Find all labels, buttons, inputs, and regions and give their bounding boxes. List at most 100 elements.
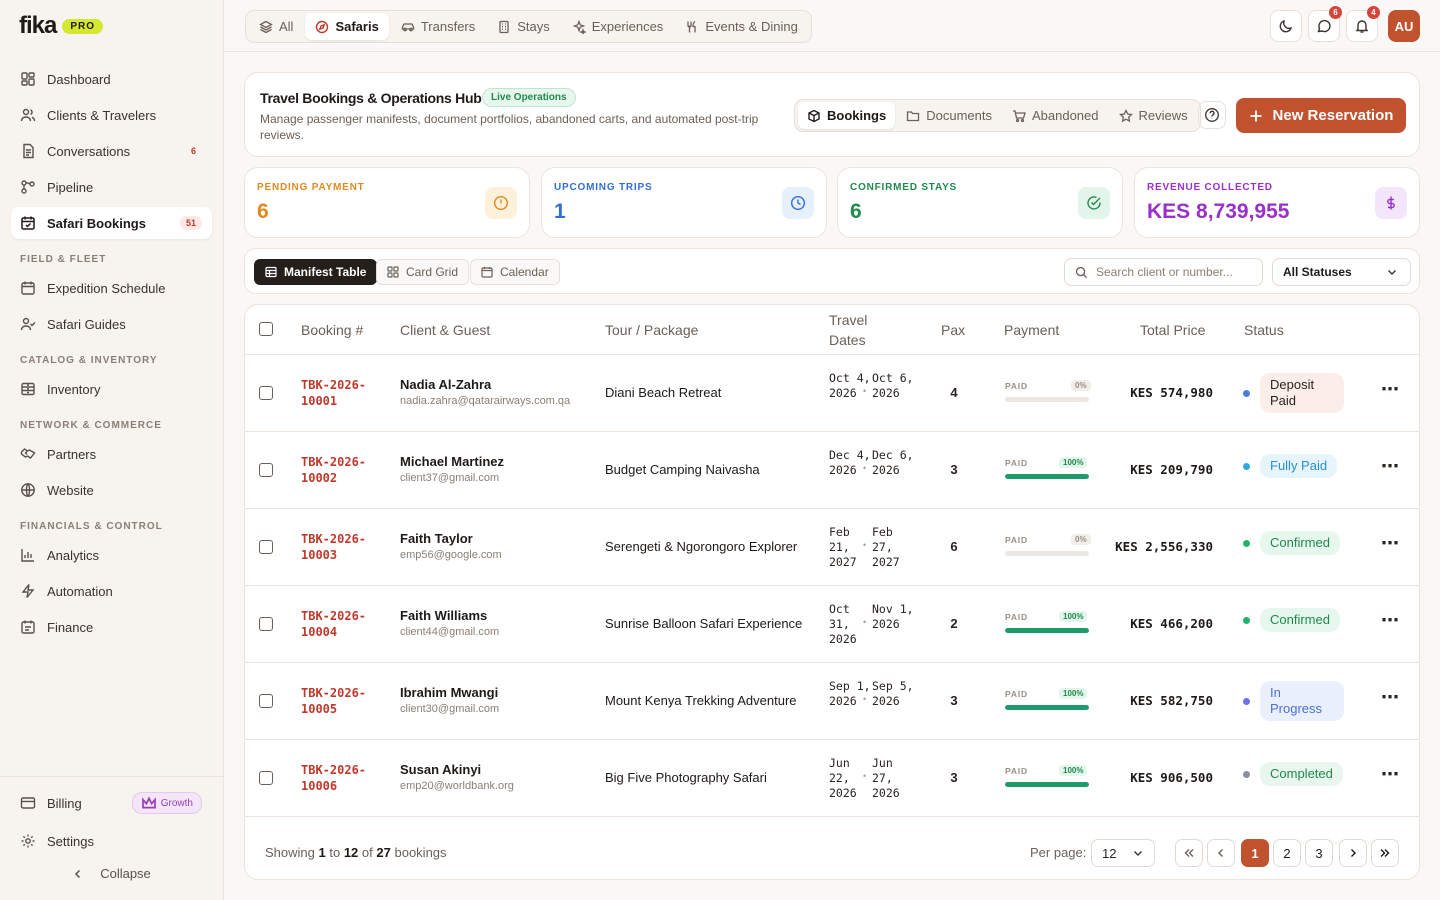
per-page-select[interactable]: 12 <box>1091 839 1155 867</box>
booking-id-link[interactable]: TBK-2026-10005 <box>301 686 367 716</box>
booking-id-link[interactable]: TBK-2026-10003 <box>301 532 367 562</box>
table-row[interactable]: TBK-2026-10001 Nadia Al-Zahra nadia.zahr… <box>245 355 1419 432</box>
column-header-tour[interactable]: Tour / Package <box>605 322 699 338</box>
next-page-button[interactable] <box>1339 839 1367 867</box>
table-row[interactable]: TBK-2026-10006 Susan Akinyi emp20@worldb… <box>245 740 1419 817</box>
mode-calendar[interactable]: Calendar <box>470 259 560 285</box>
row-checkbox[interactable] <box>259 540 273 554</box>
sidebar-item-automation[interactable]: Automation <box>11 575 212 607</box>
booking-id-link[interactable]: TBK-2026-10001 <box>301 378 367 408</box>
stat-value: KES 8,739,955 <box>1147 200 1290 223</box>
tab-documents[interactable]: Documents <box>897 102 1001 129</box>
table-row[interactable]: TBK-2026-10005 Ibrahim Mwangi client30@g… <box>245 663 1419 740</box>
table-row[interactable]: TBK-2026-10002 Michael Martinez client37… <box>245 432 1419 509</box>
booking-id-link[interactable]: TBK-2026-10006 <box>301 763 367 793</box>
row-actions-button[interactable]: ⋯ <box>1381 533 1400 553</box>
row-checkbox[interactable] <box>259 386 273 400</box>
tab-reviews[interactable]: Reviews <box>1110 102 1197 129</box>
tab-all[interactable]: All <box>249 13 303 40</box>
row-checkbox[interactable] <box>259 463 273 477</box>
crown-icon <box>141 796 156 809</box>
last-page-button[interactable] <box>1371 839 1399 867</box>
column-header-pax[interactable]: Pax <box>941 322 966 338</box>
mode-manifest-table[interactable]: Manifest Table <box>254 259 378 285</box>
booking-id-link[interactable]: TBK-2026-10002 <box>301 455 367 485</box>
sidebar-item-dashboard[interactable]: Dashboard <box>11 63 212 95</box>
sidebar-item-billing[interactable]: Billing Growth <box>11 787 212 819</box>
prev-page-button[interactable] <box>1207 839 1235 867</box>
column-header-booking[interactable]: Booking # <box>301 322 364 338</box>
column-header-client[interactable]: Client & Guest <box>400 322 491 338</box>
help-button[interactable] <box>1198 101 1226 129</box>
stat-value: 6 <box>257 200 269 223</box>
page-button-1[interactable]: 1 <box>1241 839 1269 867</box>
collapse-button[interactable]: Collapse <box>0 866 223 881</box>
dashboard-icon <box>21 72 35 86</box>
row-actions-button[interactable]: ⋯ <box>1381 764 1400 784</box>
sidebar-item-expedition-schedule[interactable]: Expedition Schedule <box>11 272 212 304</box>
per-page-label: Per page: <box>1030 845 1087 860</box>
payment-progress-fill <box>1005 628 1089 633</box>
payment-progress-bar <box>1005 782 1089 787</box>
status-filter-select[interactable]: All Statuses <box>1272 258 1411 286</box>
tab-stays[interactable]: Stays <box>487 13 560 40</box>
booking-id-link[interactable]: TBK-2026-10004 <box>301 609 367 639</box>
messages-button[interactable]: 6 <box>1308 6 1342 42</box>
plan-pill[interactable]: Growth <box>131 792 202 814</box>
user-avatar[interactable]: AU <box>1388 10 1420 42</box>
column-header-payment[interactable]: Payment <box>1004 322 1060 338</box>
row-actions-button[interactable]: ⋯ <box>1381 456 1400 476</box>
page-button-3[interactable]: 3 <box>1305 839 1333 867</box>
notifications-button[interactable]: 4 <box>1346 6 1380 42</box>
sidebar-item-conversations[interactable]: Conversations 6 <box>11 135 212 167</box>
sidebar-item-website[interactable]: Website <box>11 474 212 506</box>
row-actions-button[interactable]: ⋯ <box>1381 379 1400 399</box>
sidebar-item-clients[interactable]: Clients & Travelers <box>11 99 212 131</box>
pax-count: 6 <box>950 539 958 554</box>
client-name: Faith Williams <box>400 608 488 623</box>
row-checkbox[interactable] <box>259 771 273 785</box>
payment-percent: 100% <box>1059 765 1088 776</box>
tab-safaris[interactable]: Safaris <box>305 13 389 40</box>
sidebar: fika PRO Dashboard Clients & Travelers C… <box>0 0 224 900</box>
theme-toggle-button[interactable] <box>1270 10 1302 42</box>
tab-transfers[interactable]: Transfers <box>391 13 485 40</box>
credit-card-icon <box>20 797 36 809</box>
client-cell: Ibrahim Mwangi client30@gmail.com <box>400 685 499 715</box>
showing-of-word: of <box>361 845 373 860</box>
column-header-dates[interactable]: Travel Dates <box>829 312 868 348</box>
start-date: Oct 31, 2026 <box>829 602 857 646</box>
first-page-button[interactable] <box>1175 839 1203 867</box>
tab-abandoned[interactable]: Abandoned <box>1003 102 1108 129</box>
sidebar-item-inventory[interactable]: Inventory <box>11 373 212 405</box>
sidebar-item-partners[interactable]: Partners <box>11 438 212 470</box>
row-actions-button[interactable]: ⋯ <box>1381 687 1400 707</box>
row-actions-button[interactable]: ⋯ <box>1381 610 1400 630</box>
column-header-status[interactable]: Status <box>1244 322 1284 338</box>
column-header-price[interactable]: Total Price <box>1140 322 1206 338</box>
table-row[interactable]: TBK-2026-10004 Faith Williams client44@g… <box>245 586 1419 663</box>
mode-card-grid[interactable]: Card Grid <box>376 259 470 285</box>
row-checkbox[interactable] <box>259 694 273 708</box>
tab-experiences[interactable]: Experiences <box>562 13 674 40</box>
select-all-checkbox[interactable] <box>259 322 273 336</box>
search-input[interactable]: Search client or number... <box>1064 258 1263 286</box>
sidebar-item-pipeline[interactable]: Pipeline <box>11 171 212 203</box>
payment-progress-bar <box>1005 397 1089 402</box>
sidebar-item-analytics[interactable]: Analytics <box>11 539 212 571</box>
end-date: Nov 1, 2026 <box>872 602 914 631</box>
page-button-2[interactable]: 2 <box>1273 839 1301 867</box>
date-separator: • <box>863 694 867 704</box>
tab-events-dining[interactable]: Events & Dining <box>675 13 808 40</box>
pax-count: 4 <box>950 385 958 400</box>
tab-bookings[interactable]: Bookings <box>798 102 896 129</box>
sidebar-item-safari-guides[interactable]: Safari Guides <box>11 308 212 340</box>
sidebar-item-finance[interactable]: Finance <box>11 611 212 643</box>
row-checkbox[interactable] <box>259 617 273 631</box>
sidebar-item-safari-bookings[interactable]: Safari Bookings 51 <box>11 207 212 239</box>
table-row[interactable]: TBK-2026-10003 Faith Taylor emp56@google… <box>245 509 1419 586</box>
status-dot <box>1243 389 1250 397</box>
app-logo[interactable]: fika PRO <box>19 12 104 40</box>
new-reservation-button[interactable]: New Reservation <box>1236 98 1406 133</box>
sidebar-item-settings[interactable]: Settings <box>11 825 212 857</box>
